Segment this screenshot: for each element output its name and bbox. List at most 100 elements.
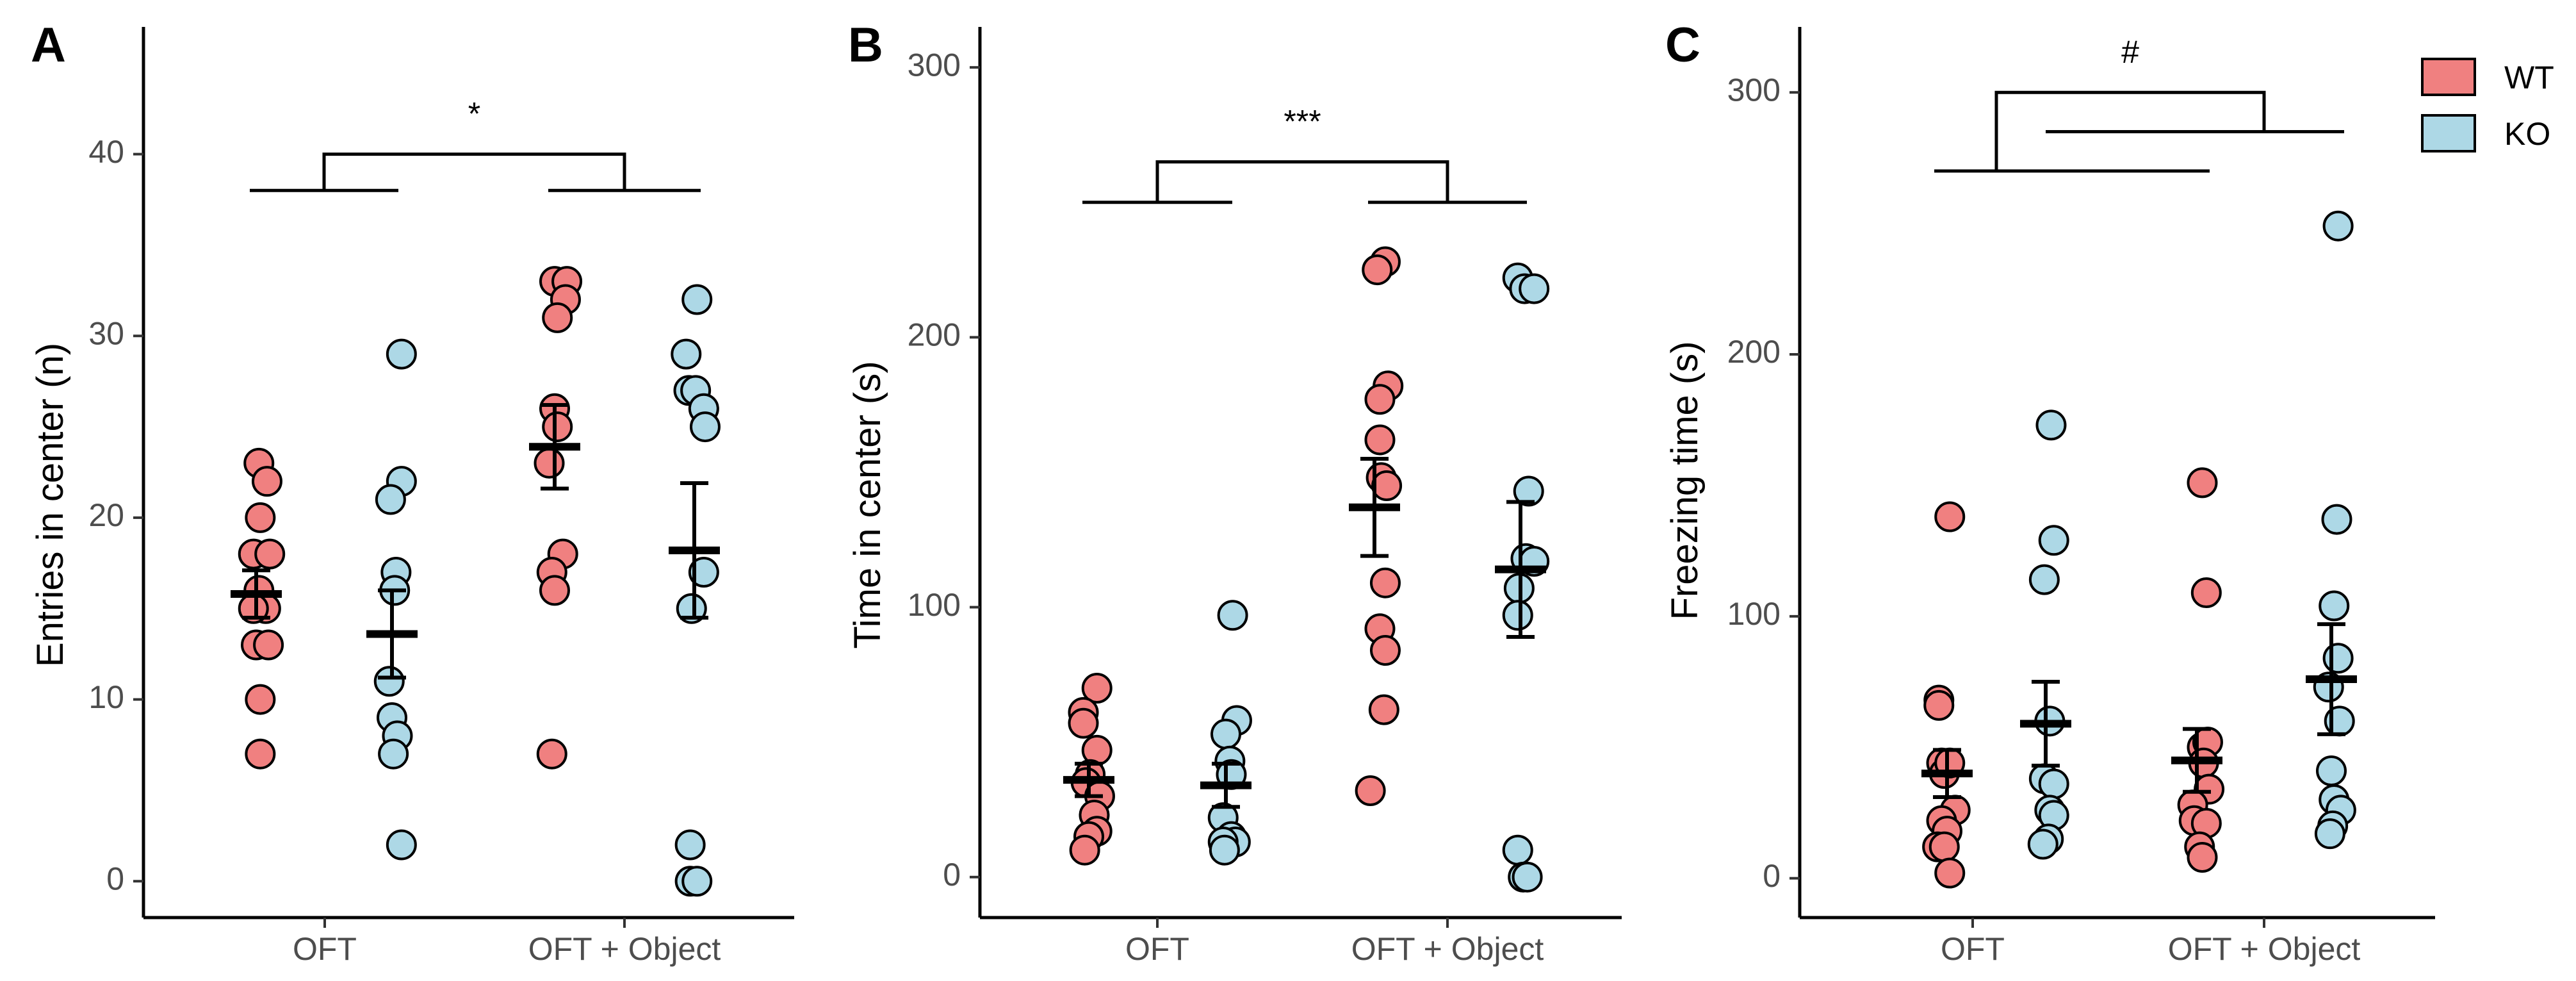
data-point [1211,718,1241,750]
panel-a-y-tick-label: 30 [88,315,124,351]
panel-b-x-tick: OFT [1125,918,1189,967]
data-point [1362,254,1393,286]
data-point [2187,841,2218,873]
panel-c-x-tick-label: OFT + Object [2168,931,2361,967]
data-point [254,538,286,570]
data-point [2187,467,2218,499]
summary-mean-sem [1349,456,1400,558]
summary-mean-sem [1063,761,1114,798]
data-point [2190,577,2222,609]
panel-b-ylabel: Time in center (s) [847,361,888,648]
panel-c-bracket-top [1994,90,2266,171]
panel-c-points [1922,210,2356,889]
panel-b-summaries [1063,456,1546,809]
panel-b-x-tick-label: OFT + Object [1351,931,1544,967]
panel-c-y-ticks: 0 100 200 300 [1727,72,1800,894]
panel-a-y-tick-label: 20 [88,497,124,533]
panel-b-label: B [848,18,883,72]
panel-c-y-tick-label: 200 [1727,334,1781,370]
summary-mean-sem [1921,748,1973,799]
summary-mean-sem [2306,622,2357,736]
panel-c-ylabel: Freezing time (s) [1664,341,1706,620]
panel-a-y-tick-label: 0 [106,861,124,896]
panel-a-x-tick-label: OFT [293,931,357,967]
data-point [688,557,719,588]
panel-b-y-tick-label: 200 [908,317,961,353]
legend-swatch-ko [2421,114,2476,153]
data-point [674,829,706,861]
panel-a-significance: * [250,96,701,192]
summary-mean-sem [669,481,720,620]
data-point [2038,525,2069,556]
panel-a-ylabel: Entries in center (n) [29,343,71,667]
panel-c: C Freezing time (s) 0 100 200 300 OFT OF… [1664,18,2435,967]
panel-b-y-tick: 0 [943,857,980,893]
panel-a-x-tick-label: OFT + Object [528,931,721,967]
panel-a-y-tick-label: 10 [88,679,124,715]
summary-mean-sem [1200,761,1251,809]
data-point [373,666,405,697]
panel-a-y-tick: 30 [88,315,143,351]
data-point [1934,857,1966,889]
data-point [542,411,573,443]
data-point [1519,273,1550,304]
panel-a-y-tick: 20 [88,497,143,533]
data-point [1512,861,1543,893]
data-point [245,738,276,770]
data-point [1364,424,1396,456]
data-point [1364,384,1396,415]
panel-b-sig-label: *** [1284,104,1321,140]
data-point [536,738,567,770]
data-point [2314,818,2345,850]
data-point [671,338,702,370]
data-point [1371,470,1403,502]
panel-a: A Entries in center (n) 0 10 20 30 40 OF… [29,18,794,967]
panel-b: B Time in center (s) 0 100 200 300 OFT O… [847,18,1622,967]
data-point [681,284,713,315]
panel-a-sig-label: * [468,96,480,132]
data-point [253,629,284,661]
legend-swatch-wt [2421,58,2476,96]
panel-b-y-ticks: 0 100 200 300 [908,47,980,893]
data-point [2321,504,2352,535]
panel-a-x-tick: OFT [293,918,357,967]
legend-item-ko: KO [2421,114,2550,153]
panel-a-x-tick: OFT + Object [528,918,721,967]
data-point [2322,643,2354,674]
data-point [534,447,565,479]
panel-a-y-tick: 40 [88,134,143,170]
panel-b-points [1068,246,1550,893]
panel-c-summaries [1921,622,2357,799]
data-point [689,411,721,443]
panel-c-x-tick-label: OFT [1941,931,2005,967]
panel-b-bracket-top [1155,160,1449,202]
panel-b-y-tick: 200 [908,317,980,353]
panel-a-bracket-top [322,153,626,191]
panel-b-x-tick-label: OFT [1125,931,1189,967]
data-point [2027,828,2058,860]
data-point [676,593,707,624]
data-point [386,829,417,861]
summary-mean-sem [2020,680,2071,768]
summary-mean-sem [366,588,418,680]
panel-c-y-tick: 300 [1727,72,1800,108]
data-point [386,338,417,370]
data-point [1934,501,1966,532]
panel-b-y-tick-label: 0 [943,857,961,893]
panel-a-y-tick-label: 40 [88,134,124,170]
panel-a-label: A [31,18,66,72]
legend-item-wt: WT [2421,58,2554,96]
panel-b-x-tick: OFT + Object [1351,918,1544,967]
summary-mean-sem [529,403,580,491]
data-point [1217,600,1248,631]
panel-b-significance: *** [1082,104,1527,204]
legend: WT KO [2421,58,2554,153]
panel-c-label: C [1665,18,1700,72]
data-point [2028,564,2060,595]
data-point [1502,834,1533,866]
panel-c-y-tick-label: 100 [1727,596,1781,632]
panel-c-y-tick: 100 [1727,596,1800,632]
data-point [1923,689,1955,721]
legend-label-ko: KO [2504,116,2550,152]
